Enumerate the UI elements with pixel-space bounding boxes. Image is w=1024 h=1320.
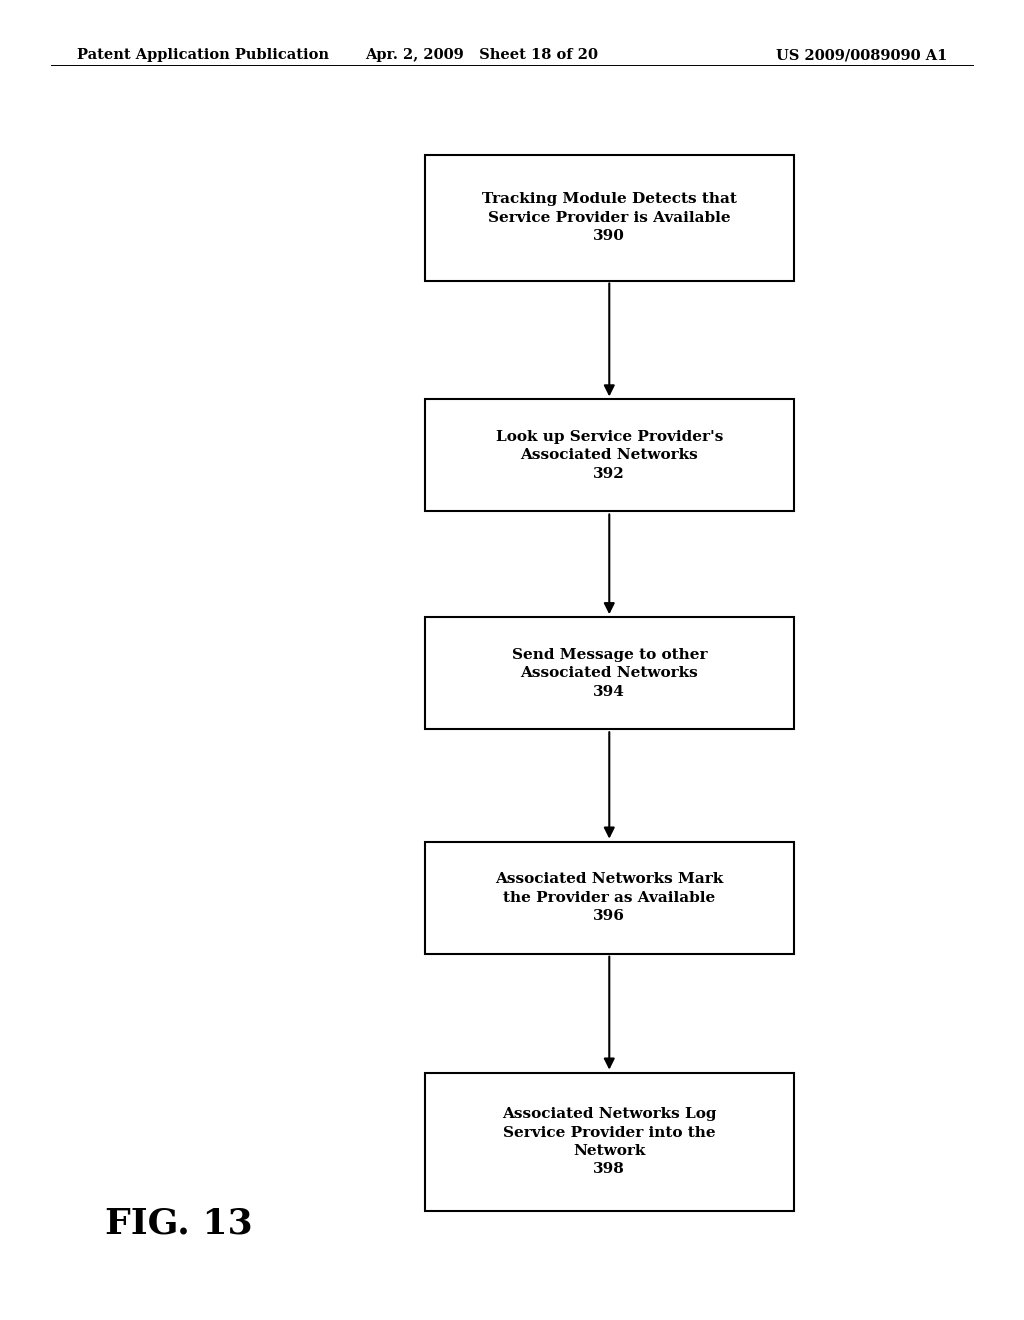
Text: Send Message to other
Associated Networks
394: Send Message to other Associated Network… bbox=[512, 648, 707, 698]
Text: Tracking Module Detects that
Service Provider is Available
390: Tracking Module Detects that Service Pro… bbox=[482, 193, 736, 243]
Bar bbox=[425, 618, 794, 729]
Text: US 2009/0089090 A1: US 2009/0089090 A1 bbox=[776, 49, 947, 62]
Bar bbox=[425, 1072, 794, 1212]
Text: Look up Service Provider's
Associated Networks
392: Look up Service Provider's Associated Ne… bbox=[496, 430, 723, 480]
Bar bbox=[425, 842, 794, 953]
Bar bbox=[425, 399, 794, 511]
Text: Apr. 2, 2009   Sheet 18 of 20: Apr. 2, 2009 Sheet 18 of 20 bbox=[365, 49, 598, 62]
Text: Associated Networks Log
Service Provider into the
Network
398: Associated Networks Log Service Provider… bbox=[502, 1107, 717, 1176]
Text: Associated Networks Mark
the Provider as Available
396: Associated Networks Mark the Provider as… bbox=[496, 873, 723, 923]
Text: FIG. 13: FIG. 13 bbox=[105, 1206, 253, 1241]
Bar bbox=[425, 156, 794, 281]
Text: Patent Application Publication: Patent Application Publication bbox=[77, 49, 329, 62]
